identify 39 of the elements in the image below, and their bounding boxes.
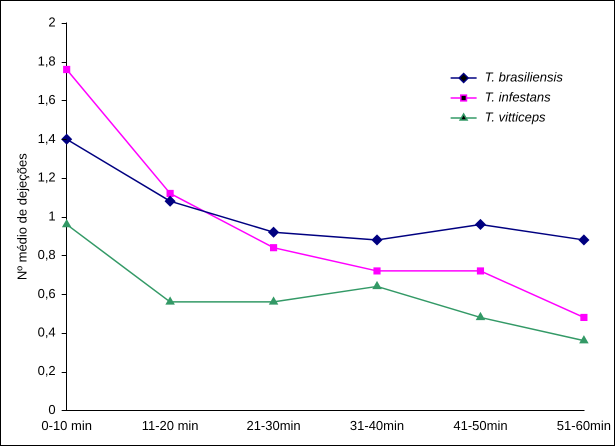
point	[62, 220, 71, 228]
y-axis-title: Nº médio de dejeções	[14, 152, 30, 280]
point	[166, 190, 174, 198]
x-tick-label: 0-10 min	[41, 418, 92, 433]
point	[166, 297, 174, 305]
point	[372, 282, 382, 290]
point	[580, 314, 588, 322]
point	[268, 226, 279, 238]
y-tick-label: 1,8	[38, 53, 56, 68]
y-tick-label: 0	[48, 402, 56, 417]
y-tick-label: 1	[48, 208, 56, 224]
point	[578, 234, 590, 246]
point	[475, 219, 486, 230]
point	[270, 244, 278, 252]
y-tick-label: 0,4	[38, 324, 56, 340]
point	[61, 134, 72, 144]
x-tick-label: 51-60min	[556, 418, 612, 433]
x-tick-label: 31-40min	[350, 418, 404, 433]
y-tick-label: 0,6	[38, 286, 56, 301]
y-tick-label: 1,4	[38, 130, 56, 146]
point	[372, 234, 382, 246]
point	[63, 66, 70, 74]
legend-label: T. vitticeps	[484, 110, 546, 125]
y-tick-label: 1,6	[38, 92, 56, 108]
x-tick-label: 11-20 min	[142, 418, 199, 433]
y-tick-label: 2	[48, 14, 56, 30]
x-tick-label: 21-30min	[246, 418, 301, 433]
y-tick-label: 0,2	[38, 363, 56, 378]
point	[476, 267, 484, 275]
y-tick-label: 1,2	[38, 170, 56, 185]
point	[476, 312, 485, 320]
point	[269, 297, 278, 305]
legend-label: T. infestans	[484, 90, 552, 105]
legend-label: T. brasiliensis	[484, 70, 564, 85]
point	[580, 336, 588, 344]
point	[373, 267, 381, 275]
point	[164, 196, 176, 206]
x-tick-label: 41-50min	[453, 418, 508, 433]
y-tick-label: 0,8	[38, 247, 56, 262]
